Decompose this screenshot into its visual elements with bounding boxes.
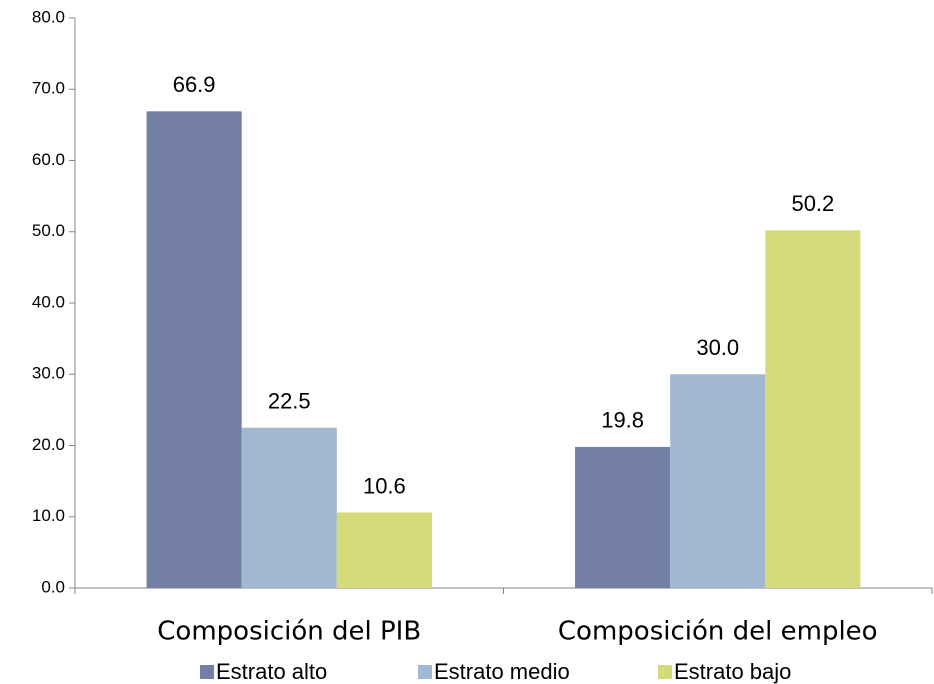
legend-swatch [418,665,432,679]
bar [765,230,861,588]
data-label: 10.6 [363,473,406,498]
bar [670,374,766,588]
data-label: 50.2 [791,191,834,216]
y-tick-label: 30.0 [32,364,65,383]
bar [575,446,671,588]
legend-swatch [200,665,214,679]
legend-label: Estrato alto [216,659,327,684]
legend-label: Estrato bajo [674,659,791,684]
legend-label: Estrato medio [434,659,570,684]
x-tick-label: Composición del empleo [558,617,878,647]
bar [241,427,337,588]
y-tick-label: 10.0 [32,506,65,525]
y-tick-label: 70.0 [32,79,65,98]
y-tick-label: 0.0 [41,577,65,596]
y-tick-label: 50.0 [32,221,65,240]
data-label: 66.9 [173,72,216,97]
data-label: 30.0 [696,335,739,360]
data-label: 22.5 [268,389,311,414]
legend-swatch [658,665,672,679]
y-tick-label: 80.0 [32,7,65,26]
bar [336,512,432,588]
x-tick-label: Composición del PIB [157,617,421,647]
y-tick-label: 20.0 [32,435,65,454]
y-tick-label: 60.0 [32,150,65,169]
data-label: 19.8 [601,408,644,433]
bar [146,111,242,589]
y-tick-label: 40.0 [32,292,65,311]
